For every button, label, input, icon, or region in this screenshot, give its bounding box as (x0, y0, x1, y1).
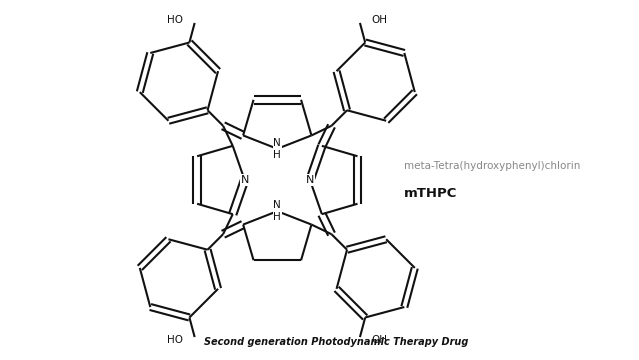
Text: N
H: N H (273, 201, 281, 222)
Text: meta-Tetra(hydroxyphenyl)chlorin: meta-Tetra(hydroxyphenyl)chlorin (404, 162, 580, 171)
Text: N: N (306, 175, 314, 185)
Text: OH: OH (372, 336, 388, 346)
Text: mTHPC: mTHPC (404, 187, 458, 200)
Text: N: N (240, 175, 249, 185)
Text: OH: OH (372, 14, 388, 24)
Text: HO: HO (167, 336, 183, 346)
Text: Second generation Photodynamic Therapy Drug: Second generation Photodynamic Therapy D… (204, 337, 468, 347)
Text: N
H: N H (273, 138, 281, 159)
Text: HO: HO (167, 14, 183, 24)
